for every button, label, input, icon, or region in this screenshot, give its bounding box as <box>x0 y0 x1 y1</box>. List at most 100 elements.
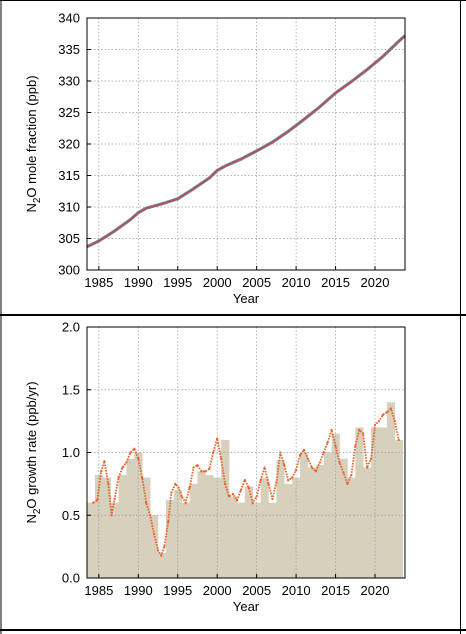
growth-rate-point <box>200 470 203 473</box>
x-tick-label: 2010 <box>282 583 311 598</box>
growth-rate-point <box>283 463 286 467</box>
y-axis-label-subscript: 2 <box>32 508 43 514</box>
growth-rate-point <box>255 495 258 498</box>
growth-rate-point <box>208 467 211 470</box>
growth-rate-line <box>92 406 400 558</box>
bar-1990 <box>134 452 143 578</box>
growth-rate-point <box>100 470 103 473</box>
bar-2005 <box>252 502 261 578</box>
growth-rate-point <box>346 482 349 485</box>
bar-2014 <box>323 452 332 578</box>
y-tick-label: 320 <box>58 137 80 152</box>
y-tick-label: 325 <box>58 105 80 120</box>
growth-rate-point <box>160 554 163 557</box>
growth-rate-point <box>204 470 207 473</box>
x-tick-label: 1990 <box>124 275 153 290</box>
growth-rate-point <box>275 481 278 484</box>
growth-rate-point <box>103 460 106 463</box>
growth-rate-point <box>279 451 282 454</box>
growth-rate-point <box>137 457 140 460</box>
bar-1991 <box>142 477 151 578</box>
growth-rate-point <box>385 411 388 414</box>
growth-rate-point <box>267 482 270 485</box>
growth-rate-point <box>184 501 187 504</box>
y-axis-label: N2O growth rate (ppb/yr) <box>24 381 43 523</box>
growth-rate-point <box>96 499 99 502</box>
bar-1984 <box>87 502 96 578</box>
bar-2008 <box>276 460 285 578</box>
growth-rate-point <box>330 428 333 432</box>
bar-1989 <box>126 458 135 578</box>
growth-rate-point <box>393 420 396 423</box>
growth-rate-point <box>223 482 227 485</box>
x-tick-label: 2005 <box>242 583 271 598</box>
bar-2002 <box>229 496 238 578</box>
growth-rate-point <box>129 451 132 454</box>
bar-2019 <box>363 467 372 578</box>
growth-rate-point <box>318 461 321 464</box>
bar-2016 <box>339 458 348 578</box>
y-tick-label: 1.5 <box>62 382 80 397</box>
growth-rate-point <box>133 447 136 450</box>
x-tick-label: 2015 <box>321 583 350 598</box>
y-tick-label: 0.5 <box>62 508 80 523</box>
growth-rate-point <box>177 486 180 489</box>
growth-rate-point <box>302 448 306 452</box>
growth-rate-point <box>149 514 152 517</box>
growth-rate-point <box>338 461 341 464</box>
y-tick-label: 340 <box>58 11 80 26</box>
growth-rate-point <box>212 451 215 454</box>
bar-2012 <box>307 467 317 578</box>
bar-2021 <box>378 427 388 578</box>
y-tick-label: 0.0 <box>62 571 80 586</box>
y-axis-label-part: N <box>24 514 39 523</box>
growth-rate-point <box>227 495 231 498</box>
growth-rate-point <box>235 499 239 502</box>
y-axis-label-subscript: 2 <box>32 197 43 203</box>
bar-1988 <box>118 475 127 578</box>
growth-rate-point <box>354 445 357 448</box>
y-tick-label: 1.0 <box>62 445 80 460</box>
growth-rate-point <box>220 457 223 460</box>
bar-1993 <box>158 552 167 578</box>
growth-rate-point <box>125 461 128 464</box>
growth-rate-point <box>117 476 120 479</box>
y-axis-label-part: N <box>24 203 39 212</box>
x-tick-label: 2010 <box>282 275 311 290</box>
growth-rate-point <box>381 413 385 416</box>
x-axis-label: Year <box>233 599 260 614</box>
growth-rate-point <box>121 466 124 469</box>
growth-rate-point <box>113 497 116 501</box>
bar-2023 <box>394 439 403 578</box>
x-tick-label: 2015 <box>321 275 350 290</box>
x-tick-label: 1995 <box>163 583 192 598</box>
growth-rate-point <box>369 457 373 460</box>
growth-rate-point <box>259 479 262 482</box>
bar-2004 <box>244 486 254 578</box>
bar-2022 <box>386 402 396 578</box>
growth-rate-point <box>298 453 302 457</box>
bar-1997 <box>189 483 198 578</box>
bar-2007 <box>268 502 277 578</box>
growth-rate-point <box>326 441 329 444</box>
y-axis-label: N2O mole fraction (ppb) <box>24 75 43 212</box>
growth-rate-point <box>216 437 219 440</box>
bar-2001 <box>221 439 230 578</box>
bar-2009 <box>284 483 293 578</box>
growth-rate-point <box>170 491 173 494</box>
y-axis-label-part: O mole fraction (ppb) <box>24 75 39 197</box>
growth-rate-point <box>141 476 144 479</box>
y-tick-label: 310 <box>58 200 80 215</box>
growth-rate-point <box>239 489 242 492</box>
growth-rate-point <box>152 532 156 536</box>
bar-1992 <box>150 515 159 578</box>
x-tick-label: 2000 <box>203 275 232 290</box>
growth-rate-point <box>291 476 294 479</box>
growth-rate-point <box>322 451 325 454</box>
x-tick-label: 2020 <box>361 275 390 290</box>
bar-2017 <box>347 477 356 578</box>
x-tick-label: 2005 <box>242 275 271 290</box>
x-tick-label: 2020 <box>361 583 390 598</box>
y-tick-label: 330 <box>58 74 80 89</box>
